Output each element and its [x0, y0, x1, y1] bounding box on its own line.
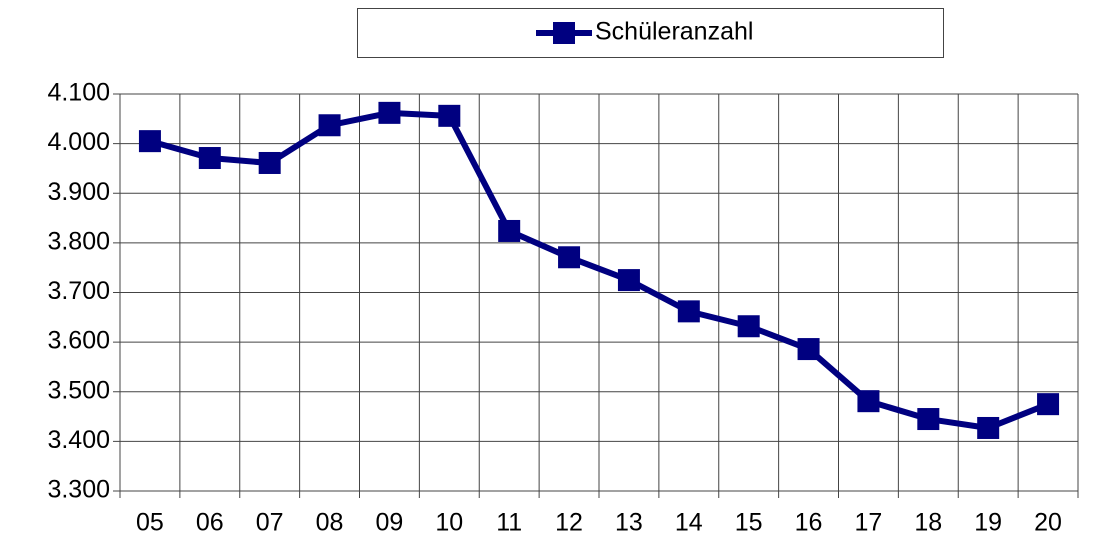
y-tick-label: 3.500 [47, 376, 110, 404]
x-tick-label: 05 [136, 509, 164, 537]
marker [318, 114, 341, 137]
x-tick-label: 12 [555, 509, 583, 537]
marker [258, 151, 281, 174]
marker [1037, 393, 1060, 416]
marker [797, 338, 820, 361]
x-tick-label: 14 [675, 509, 703, 537]
x-tick-label: 09 [376, 509, 404, 537]
marker [198, 147, 221, 170]
legend-label: Schüleranzahl [595, 18, 753, 46]
x-tick-label: 11 [496, 509, 522, 537]
marker [737, 315, 760, 338]
marker [558, 246, 581, 269]
y-tick-label: 3.800 [47, 227, 110, 255]
marker [857, 390, 880, 413]
legend-box [357, 8, 944, 58]
x-tick-label: 20 [1034, 509, 1062, 537]
x-tick-label: 19 [974, 509, 1002, 537]
x-tick-label: 08 [316, 509, 344, 537]
y-tick-label: 3.400 [47, 426, 110, 454]
legend-marker [553, 22, 575, 44]
marker [438, 104, 461, 127]
marker [917, 408, 940, 431]
y-tick-label: 3.600 [47, 327, 110, 355]
x-tick-label: 13 [615, 509, 643, 537]
marker [498, 219, 521, 242]
marker [677, 300, 700, 323]
marker [617, 269, 640, 292]
x-tick-label: 15 [735, 509, 763, 537]
marker [977, 416, 1000, 439]
series-line [149, 109, 1050, 431]
marker [138, 130, 161, 153]
y-tick-label: 3.900 [47, 178, 110, 206]
x-tick-label: 17 [855, 509, 883, 537]
y-tick-label: 3.300 [47, 476, 110, 504]
x-tick-label: 18 [914, 509, 942, 537]
y-tick-label: 3.700 [47, 277, 110, 305]
x-tick-label: 16 [795, 509, 823, 537]
x-tick-label: 10 [435, 509, 463, 537]
x-tick-label: 06 [196, 509, 224, 537]
y-tick-label: 4.000 [47, 128, 110, 156]
marker [378, 101, 401, 124]
x-tick-label: 07 [256, 509, 284, 537]
y-tick-label: 4.100 [47, 79, 110, 107]
